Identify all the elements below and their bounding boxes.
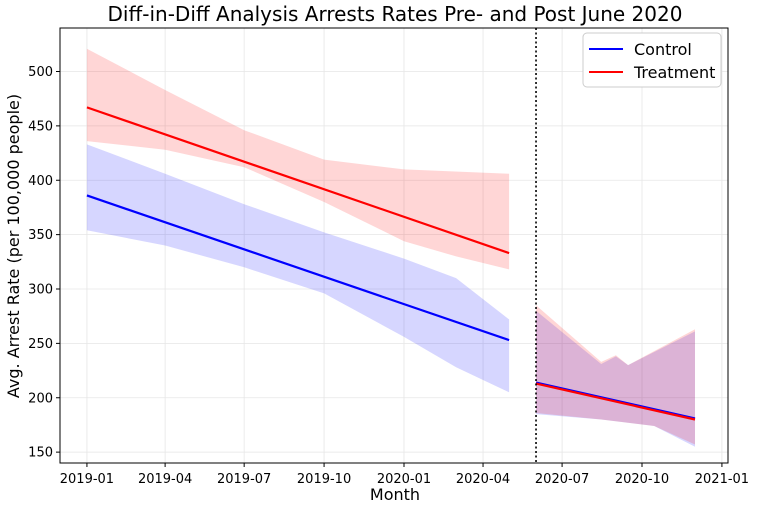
line-treatment-segment-1 [535, 382, 696, 421]
band-control-segment-1 [536, 310, 695, 447]
y-tick-label: 150 [28, 446, 53, 461]
x-tick-label: 2020-01 [377, 472, 431, 487]
x-tick-label: 2021-01 [695, 472, 749, 487]
x-tick-label: 2019-04 [138, 472, 192, 487]
plot-frame [59, 27, 729, 464]
x-tick-label: 2020-04 [456, 472, 510, 487]
x-tick-label: 2019-10 [297, 472, 351, 487]
legend-label-treatment: Treatment [633, 63, 715, 82]
y-tick-label: 400 [28, 174, 53, 189]
x-tick-label: 2019-07 [217, 472, 271, 487]
x-tick-label: 2019-01 [60, 472, 114, 487]
band-treatment-segment-0 [86, 48, 510, 270]
chart-title: Diff-in-Diff Analysis Arrests Rates Pre-… [108, 2, 683, 26]
x-tick-label: 2020-07 [535, 472, 589, 487]
legend-label-control: Control [634, 40, 692, 59]
band-treatment-segment-1 [536, 305, 695, 445]
series-lines [86, 106, 696, 421]
y-tick-label: 250 [28, 337, 53, 352]
line-control-segment-0 [86, 194, 510, 342]
grid [60, 28, 728, 463]
y-tick-label: 350 [28, 228, 53, 243]
y-tick-label: 500 [28, 65, 53, 80]
line-treatment-segment-0 [86, 106, 510, 255]
x-axis-ticks: 2019-01 2019-04 2019-07 2019-10 2020-01 2020-… [60, 463, 749, 487]
x-axis-label: Month [370, 485, 420, 504]
y-axis-label: Avg. Arrest Rate (per 100,000 people) [4, 94, 23, 398]
y-axis-ticks: 150 200 250 300 350 400 450 500 [28, 65, 60, 461]
legend-box [582, 32, 722, 88]
confidence-bands [86, 48, 695, 447]
x-tick-label: 2020-10 [615, 472, 669, 487]
legend: Control Treatment [582, 32, 722, 88]
y-tick-label: 200 [28, 391, 53, 406]
y-tick-label: 300 [28, 283, 53, 298]
y-tick-label: 450 [28, 119, 53, 134]
